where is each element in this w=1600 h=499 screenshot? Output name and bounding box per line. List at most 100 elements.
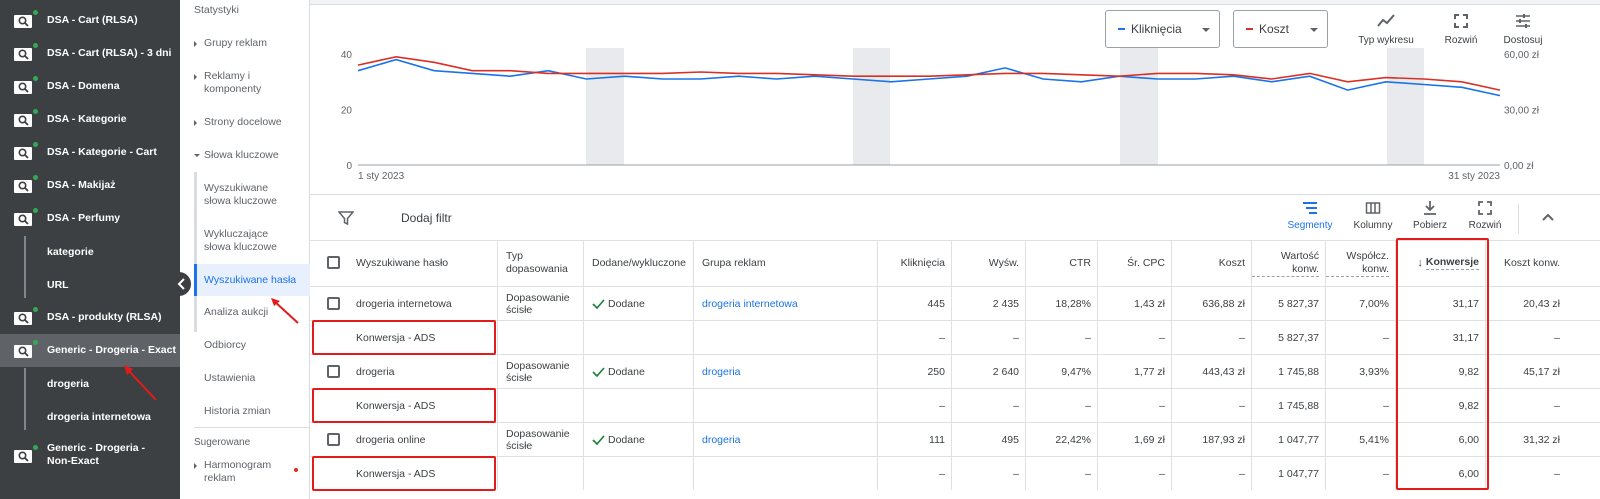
header-label: Konwersje [1425,256,1479,270]
header-ad-group[interactable]: Grupa reklam [694,240,878,286]
collapse-panel-button[interactable] [173,272,191,296]
ad-group-link[interactable]: drogeria [702,365,741,378]
segment-row: Konwersja - ADS – – – – –1 047,77–6,00– [310,456,1600,490]
conv-rate-cell: – [1326,457,1396,490]
search-term-cell: drogeria [348,355,498,388]
columns-button[interactable]: Kolumny [1346,200,1400,231]
ad-group-item[interactable]: drogeria internetowa [47,411,151,423]
header-match-type[interactable]: Typ dopasowania [498,240,584,286]
header-clicks[interactable]: Kliknięcia [878,240,952,286]
row-checkbox[interactable] [327,433,340,446]
campaign-item[interactable]: DSA - Kategorie [0,109,180,127]
cost-cell: – [1172,321,1252,354]
dsa-search-icon [14,212,32,226]
status-dot [33,142,38,147]
header-search-term[interactable]: Wyszukiwane hasło [348,240,498,286]
status-dot [33,340,38,345]
checkbox-cell [310,287,348,320]
campaign-item[interactable]: Generic - Drogeria - Non-Exact [0,442,180,467]
header-avg-cpc[interactable]: Śr. CPC [1098,240,1172,286]
header-added-excluded[interactable]: Dodane/wykluczone [584,240,694,286]
status-cell [584,389,694,422]
expand-table-label: Rozwiń [1468,220,1502,231]
ad-group-link[interactable]: drogeria [702,433,741,446]
add-filter-button[interactable]: Dodaj filtr [401,211,452,225]
customize-chart-button[interactable]: Dostosuj [1493,12,1553,46]
search-term-cell: Konwersja - ADS [348,321,498,354]
chart-type-button[interactable]: Typ wykresu [1356,12,1416,46]
campaign-label: Generic - Drogeria - Non-Exact [47,442,146,467]
nav-selected-highlight [194,264,310,296]
expand-chart-button[interactable]: Rozwiń [1431,12,1491,46]
status-value: Dodane [608,365,645,378]
expand-table-button[interactable]: Rozwiń [1458,200,1512,231]
expand-icon [194,41,197,47]
ctr-cell: – [1026,321,1098,354]
avg-cpc-cell: – [1098,457,1172,490]
nav-ustawienia[interactable]: Ustawienia [204,372,256,384]
filter-icon[interactable] [338,210,354,226]
fullscreen-icon [1478,201,1492,215]
line-chart-icon [1377,14,1395,27]
campaign-item[interactable]: DSA - Cart (RLSA) - 3 dni [0,43,180,61]
conv-rate-cell: – [1326,321,1396,354]
status-dot [33,43,38,48]
header-label: Wyszukiwane hasło [356,256,449,269]
status-cell [584,321,694,354]
nav-wyszukiwane-hasla[interactable]: Wyszukiwane hasła [204,274,297,286]
row-checkbox[interactable] [327,297,340,310]
nav-reklamy[interactable]: Reklamy i komponenty [194,70,294,96]
ad-group-link[interactable]: drogeria internetowa [702,297,798,310]
campaign-item[interactable]: Generic - Drogeria - Exact [0,340,180,358]
search-icon [14,449,32,463]
header-cost[interactable]: Koszt [1172,240,1252,286]
avg-cpc-cell: 1,69 zł [1098,423,1172,456]
x-tick-end: 31 sty 2023 [1448,171,1500,182]
header-conversions[interactable]: ↓ Konwersje [1396,240,1486,286]
highlight-box [312,456,496,491]
metric1-dropdown[interactable]: Kliknięcia [1105,10,1220,48]
campaign-item[interactable]: DSA - Domena [0,76,180,94]
dsa-search-icon [14,311,32,325]
header-conv-rate[interactable]: Współcz. konw. [1326,240,1396,286]
metric2-dropdown[interactable]: Koszt [1233,10,1328,48]
nav-slowa-kluczowe[interactable]: Słowa kluczowe [194,149,279,162]
campaign-item[interactable]: DSA - Kategorie - Cart [0,142,180,160]
nav-historia-zmian[interactable]: Historia zmian [204,405,271,417]
status-dot [33,175,38,180]
header-impressions[interactable]: Wyśw. [952,240,1026,286]
expand-icon [194,120,197,126]
nav-wyszukiwane-slowa[interactable]: Wyszukiwane słowa kluczowe [204,182,277,207]
status-dot [33,76,38,81]
segments-button[interactable]: Segmenty [1283,200,1337,231]
ad-group-item[interactable]: drogeria [47,378,90,390]
nav-harmonogram[interactable]: Harmonogram reklam [194,459,284,485]
chevron-up-icon[interactable] [1542,212,1554,222]
status-cell: Dodane [584,423,694,456]
campaign-item[interactable]: DSA - Perfumy [0,208,180,226]
campaign-item[interactable]: DSA - produkty (RLSA) [0,307,180,325]
header-cost-per-conv[interactable]: Koszt konw. [1486,240,1566,286]
ad-group-item[interactable]: URL [47,279,69,291]
chart-type-label: Typ wykresu [1358,35,1414,46]
header-label: Kliknięcia [900,256,945,269]
nav-wykluczajace[interactable]: Wykluczające słowa kluczowe [204,228,277,253]
nav-analiza-aukcji[interactable]: Analiza aukcji [204,306,269,318]
campaign-item[interactable]: DSA - Makijaż [0,175,180,193]
row-checkbox[interactable] [327,365,340,378]
ad-group-item[interactable]: kategorie [47,246,94,258]
caret-down-icon [1310,28,1318,32]
annotation-arrow [124,365,157,401]
download-button[interactable]: Pobierz [1403,200,1457,231]
campaign-item[interactable]: DSA - Cart (RLSA) [0,10,180,28]
nav-statystyki[interactable]: Statystyki [194,4,239,16]
header-ctr[interactable]: CTR [1026,240,1098,286]
header-label: Koszt [1218,256,1245,269]
nav-strony-docelowe[interactable]: Strony docelowe [194,116,282,129]
nav-odbiorcy[interactable]: Odbiorcy [204,339,247,351]
notification-dot [294,468,298,472]
nav-grupy-reklam[interactable]: Grupy reklam [194,37,267,50]
header-conv-value[interactable]: Wartość konw. [1252,240,1326,286]
select-all-checkbox[interactable] [327,256,340,269]
impressions-cell: 2 435 [952,287,1026,320]
